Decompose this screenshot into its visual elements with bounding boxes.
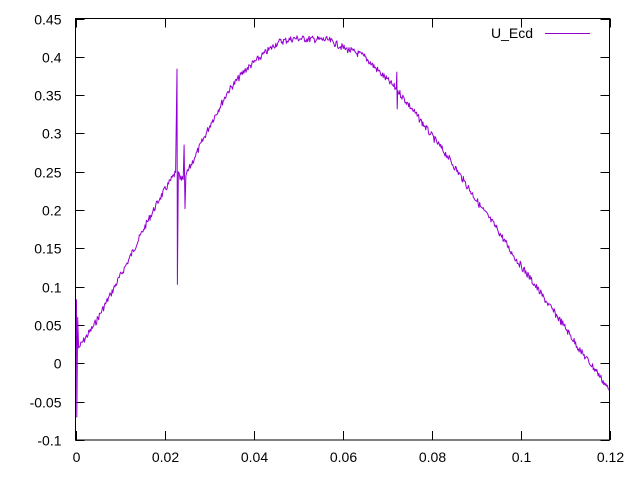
- y-tick-label: 0.2: [42, 203, 62, 219]
- y-tick-label: -0.1: [37, 433, 61, 449]
- y-tick-label: -0.05: [30, 395, 62, 411]
- tick-labels: 0 0.02 0.04 0.06 0.08 0.1 0.12 -0.1 -0.05 0 0.05 0.…: [30, 12, 625, 466]
- x-tick-label: 0.04: [241, 449, 268, 465]
- y-tick-label: 0.45: [34, 12, 61, 28]
- legend: U_Ecd: [491, 25, 590, 41]
- y-tick-label: 0: [54, 356, 62, 372]
- x-tick-label: 0.06: [330, 449, 357, 465]
- axis-ticks: [75, 18, 611, 441]
- y-tick-label: 0.25: [34, 165, 61, 181]
- y-tick-label: 0.05: [34, 318, 61, 334]
- series-line-U_Ecd: [75, 35, 610, 418]
- x-tick-label: 0: [73, 449, 81, 465]
- legend-label: U_Ecd: [491, 25, 533, 41]
- x-tick-label: 0.02: [152, 449, 179, 465]
- y-tick-label: 0.1: [42, 280, 62, 296]
- x-tick-label: 0.1: [512, 449, 532, 465]
- plot-border: [75, 18, 610, 441]
- y-tick-label: 0.3: [42, 126, 62, 142]
- x-tick-label: 0.08: [419, 449, 446, 465]
- y-tick-label: 0.4: [42, 50, 62, 66]
- x-tick-label: 0.12: [597, 449, 624, 465]
- y-tick-label: 0.35: [34, 88, 61, 104]
- y-tick-label: 0.15: [34, 241, 61, 257]
- series-layer: [75, 35, 610, 418]
